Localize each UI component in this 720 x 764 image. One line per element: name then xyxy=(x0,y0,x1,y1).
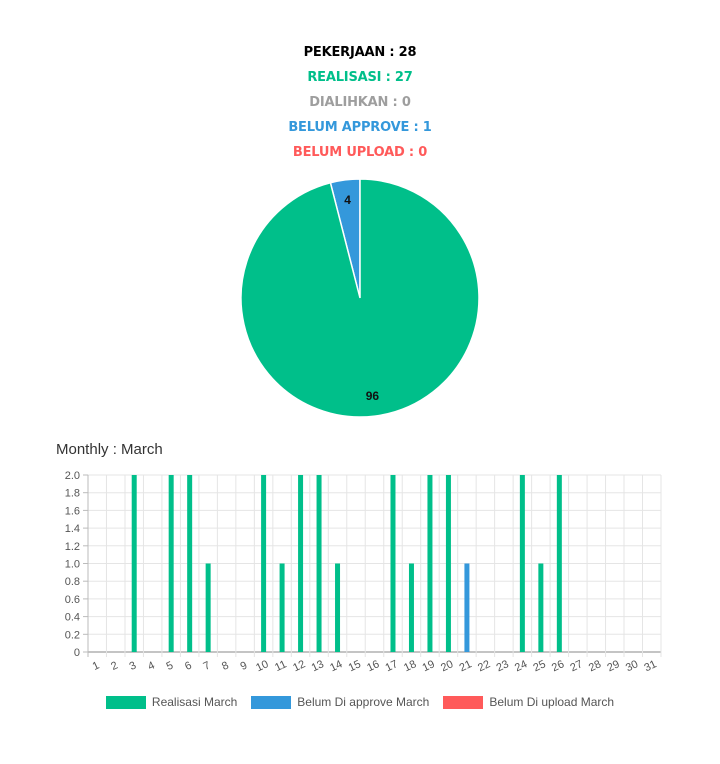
x-tick-label: 29 xyxy=(605,658,621,674)
bar[interactable] xyxy=(168,475,174,652)
y-tick-label: 0.8 xyxy=(65,576,80,588)
stat-realisasi: REALISASI : 27 xyxy=(307,70,413,85)
bar[interactable] xyxy=(187,475,193,652)
x-tick-label: 14 xyxy=(328,658,344,674)
x-tick-label: 16 xyxy=(365,658,381,674)
bar[interactable] xyxy=(316,475,322,652)
legend-swatch xyxy=(443,695,484,709)
pie-slice-label: 96 xyxy=(366,389,380,403)
bar[interactable] xyxy=(261,475,267,652)
bar[interactable] xyxy=(205,563,211,653)
legend-label: Belum Di approve March xyxy=(297,695,430,709)
bar[interactable] xyxy=(427,475,433,652)
y-tick-label: 1.0 xyxy=(65,559,80,571)
x-tick-label: 21 xyxy=(458,658,474,674)
bar[interactable] xyxy=(131,475,137,652)
x-tick-label: 10 xyxy=(254,658,270,674)
x-tick-label: 30 xyxy=(624,658,640,674)
legend-swatch xyxy=(251,695,292,709)
x-tick-label: 15 xyxy=(347,658,363,674)
x-tick-label: 22 xyxy=(476,658,492,674)
bar[interactable] xyxy=(279,563,285,653)
legend-item-belum-upload[interactable]: Belum Di upload March xyxy=(443,695,614,709)
x-tick-label: 7 xyxy=(202,660,213,673)
x-tick-label: 25 xyxy=(532,658,548,674)
bar[interactable] xyxy=(445,475,451,652)
x-tick-label: 1 xyxy=(91,660,102,673)
bar-chart: 00.20.40.60.81.01.21.41.61.82.01 2 3 4 5 6 7 8 9… xyxy=(65,470,662,674)
pie-slice[interactable] xyxy=(240,178,480,418)
x-tick-label: 5 xyxy=(165,660,176,673)
x-tick-label: 27 xyxy=(568,658,584,674)
chart-legend: Realisasi March Belum Di approve March B… xyxy=(0,695,720,709)
x-tick-label: 4 xyxy=(146,660,157,673)
stat-belum-approve: BELUM APPROVE : 1 xyxy=(288,120,432,135)
bar[interactable] xyxy=(335,563,341,653)
x-tick-label: 26 xyxy=(550,658,566,674)
x-tick-label: 20 xyxy=(439,658,455,674)
y-tick-label: 1.6 xyxy=(65,505,80,517)
stat-belum-upload: BELUM UPLOAD : 0 xyxy=(292,145,428,160)
x-tick-label: 11 xyxy=(273,658,288,674)
legend-label: Belum Di upload March xyxy=(489,695,615,709)
pie-slice-label: 4 xyxy=(344,193,351,207)
legend-swatch xyxy=(105,695,146,709)
y-tick-label: 1.4 xyxy=(65,523,80,535)
x-tick-label: 9 xyxy=(239,660,250,673)
stat-dialihkan: DIALIHKAN : 0 xyxy=(309,95,411,110)
x-tick-label: 19 xyxy=(421,658,437,674)
y-tick-label: 1.2 xyxy=(65,541,80,553)
bar[interactable] xyxy=(390,475,396,652)
monthly-title: Monthly : March xyxy=(56,441,163,458)
x-tick-label: 17 xyxy=(384,658,400,674)
pie-chart: 4 96 xyxy=(240,178,480,418)
x-tick-label: 3 xyxy=(128,660,139,673)
bar[interactable] xyxy=(519,475,525,652)
y-tick-label: 0.6 xyxy=(65,594,80,606)
y-tick-label: 0.4 xyxy=(65,612,80,624)
bar[interactable] xyxy=(556,475,562,652)
y-tick-label: 1.8 xyxy=(65,488,80,500)
x-tick-label: 31 xyxy=(642,658,658,674)
x-tick-label: 6 xyxy=(183,660,194,673)
x-tick-label: 23 xyxy=(495,658,511,674)
bar[interactable] xyxy=(538,563,544,653)
summary-stats: PEKERJAAN : 28 REALISASI : 27 DIALIHKAN … xyxy=(0,40,720,165)
bar[interactable] xyxy=(408,563,414,653)
bar[interactable] xyxy=(464,563,470,653)
stat-pekerjaan: PEKERJAAN : 28 xyxy=(303,45,417,60)
legend-item-realisasi[interactable]: Realisasi March xyxy=(105,695,238,709)
x-tick-label: 8 xyxy=(220,660,231,673)
bar[interactable] xyxy=(298,475,304,652)
x-tick-label: 24 xyxy=(513,658,529,674)
legend-item-belum-approve[interactable]: Belum Di approve March xyxy=(251,695,429,709)
x-tick-label: 2 xyxy=(109,660,120,673)
y-tick-label: 2.0 xyxy=(65,470,80,482)
x-tick-label: 13 xyxy=(310,658,326,674)
y-tick-label: 0.2 xyxy=(65,629,80,641)
x-tick-label: 12 xyxy=(291,658,307,674)
y-tick-label: 0 xyxy=(74,647,80,659)
x-tick-label: 18 xyxy=(402,658,418,674)
legend-label: Realisasi March xyxy=(151,695,238,709)
x-tick-label: 28 xyxy=(587,658,603,674)
